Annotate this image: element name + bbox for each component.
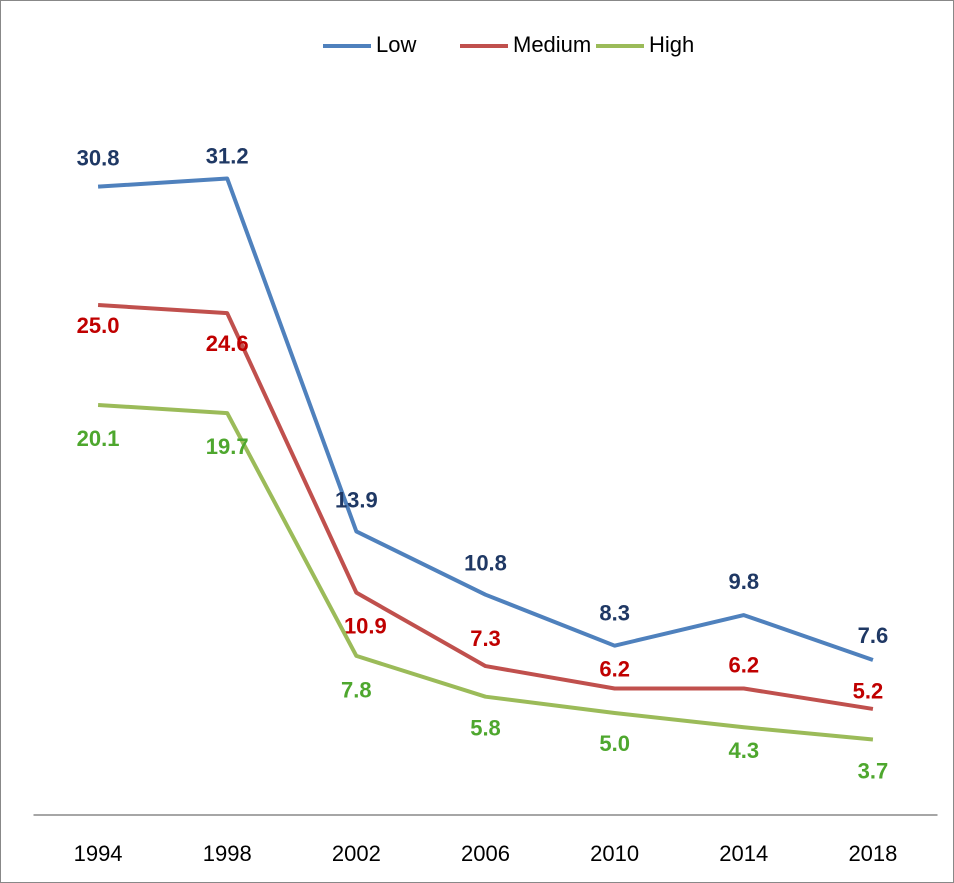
value-label: 13.9 xyxy=(335,487,378,512)
legend-label: Medium xyxy=(513,32,591,57)
value-label: 10.9 xyxy=(344,613,387,638)
series-line xyxy=(97,303,874,711)
x-tick-label: 2006 xyxy=(461,841,510,866)
x-tick-label: 2010 xyxy=(590,841,639,866)
value-label: 6.2 xyxy=(599,656,630,681)
series-line xyxy=(97,176,874,662)
legend-label: Low xyxy=(376,32,416,57)
value-label: 5.0 xyxy=(599,731,630,756)
value-label: 3.7 xyxy=(858,758,889,783)
x-tick-label: 1994 xyxy=(74,841,123,866)
value-label: 7.6 xyxy=(858,623,889,648)
value-label: 8.3 xyxy=(599,600,630,625)
value-label: 30.8 xyxy=(77,145,120,170)
value-label: 31.2 xyxy=(206,143,249,168)
value-label: 4.3 xyxy=(728,738,759,763)
value-label: 7.8 xyxy=(341,678,372,703)
value-label: 6.2 xyxy=(728,652,759,677)
value-label: 5.8 xyxy=(470,715,501,740)
value-label: 5.2 xyxy=(853,679,884,704)
value-label: 25.0 xyxy=(77,313,120,338)
value-label: 7.3 xyxy=(470,626,501,651)
x-tick-label: 2014 xyxy=(719,841,768,866)
x-tick-label: 2002 xyxy=(332,841,381,866)
value-label: 19.7 xyxy=(206,434,249,459)
value-label: 20.1 xyxy=(77,426,120,451)
x-tick-label: 2018 xyxy=(848,841,897,866)
legend-label: High xyxy=(649,32,694,57)
x-tick-label: 1998 xyxy=(203,841,252,866)
value-label: 9.8 xyxy=(728,569,759,594)
value-label: 24.6 xyxy=(206,331,249,356)
series-line xyxy=(97,402,874,742)
value-label: 10.8 xyxy=(464,550,507,575)
